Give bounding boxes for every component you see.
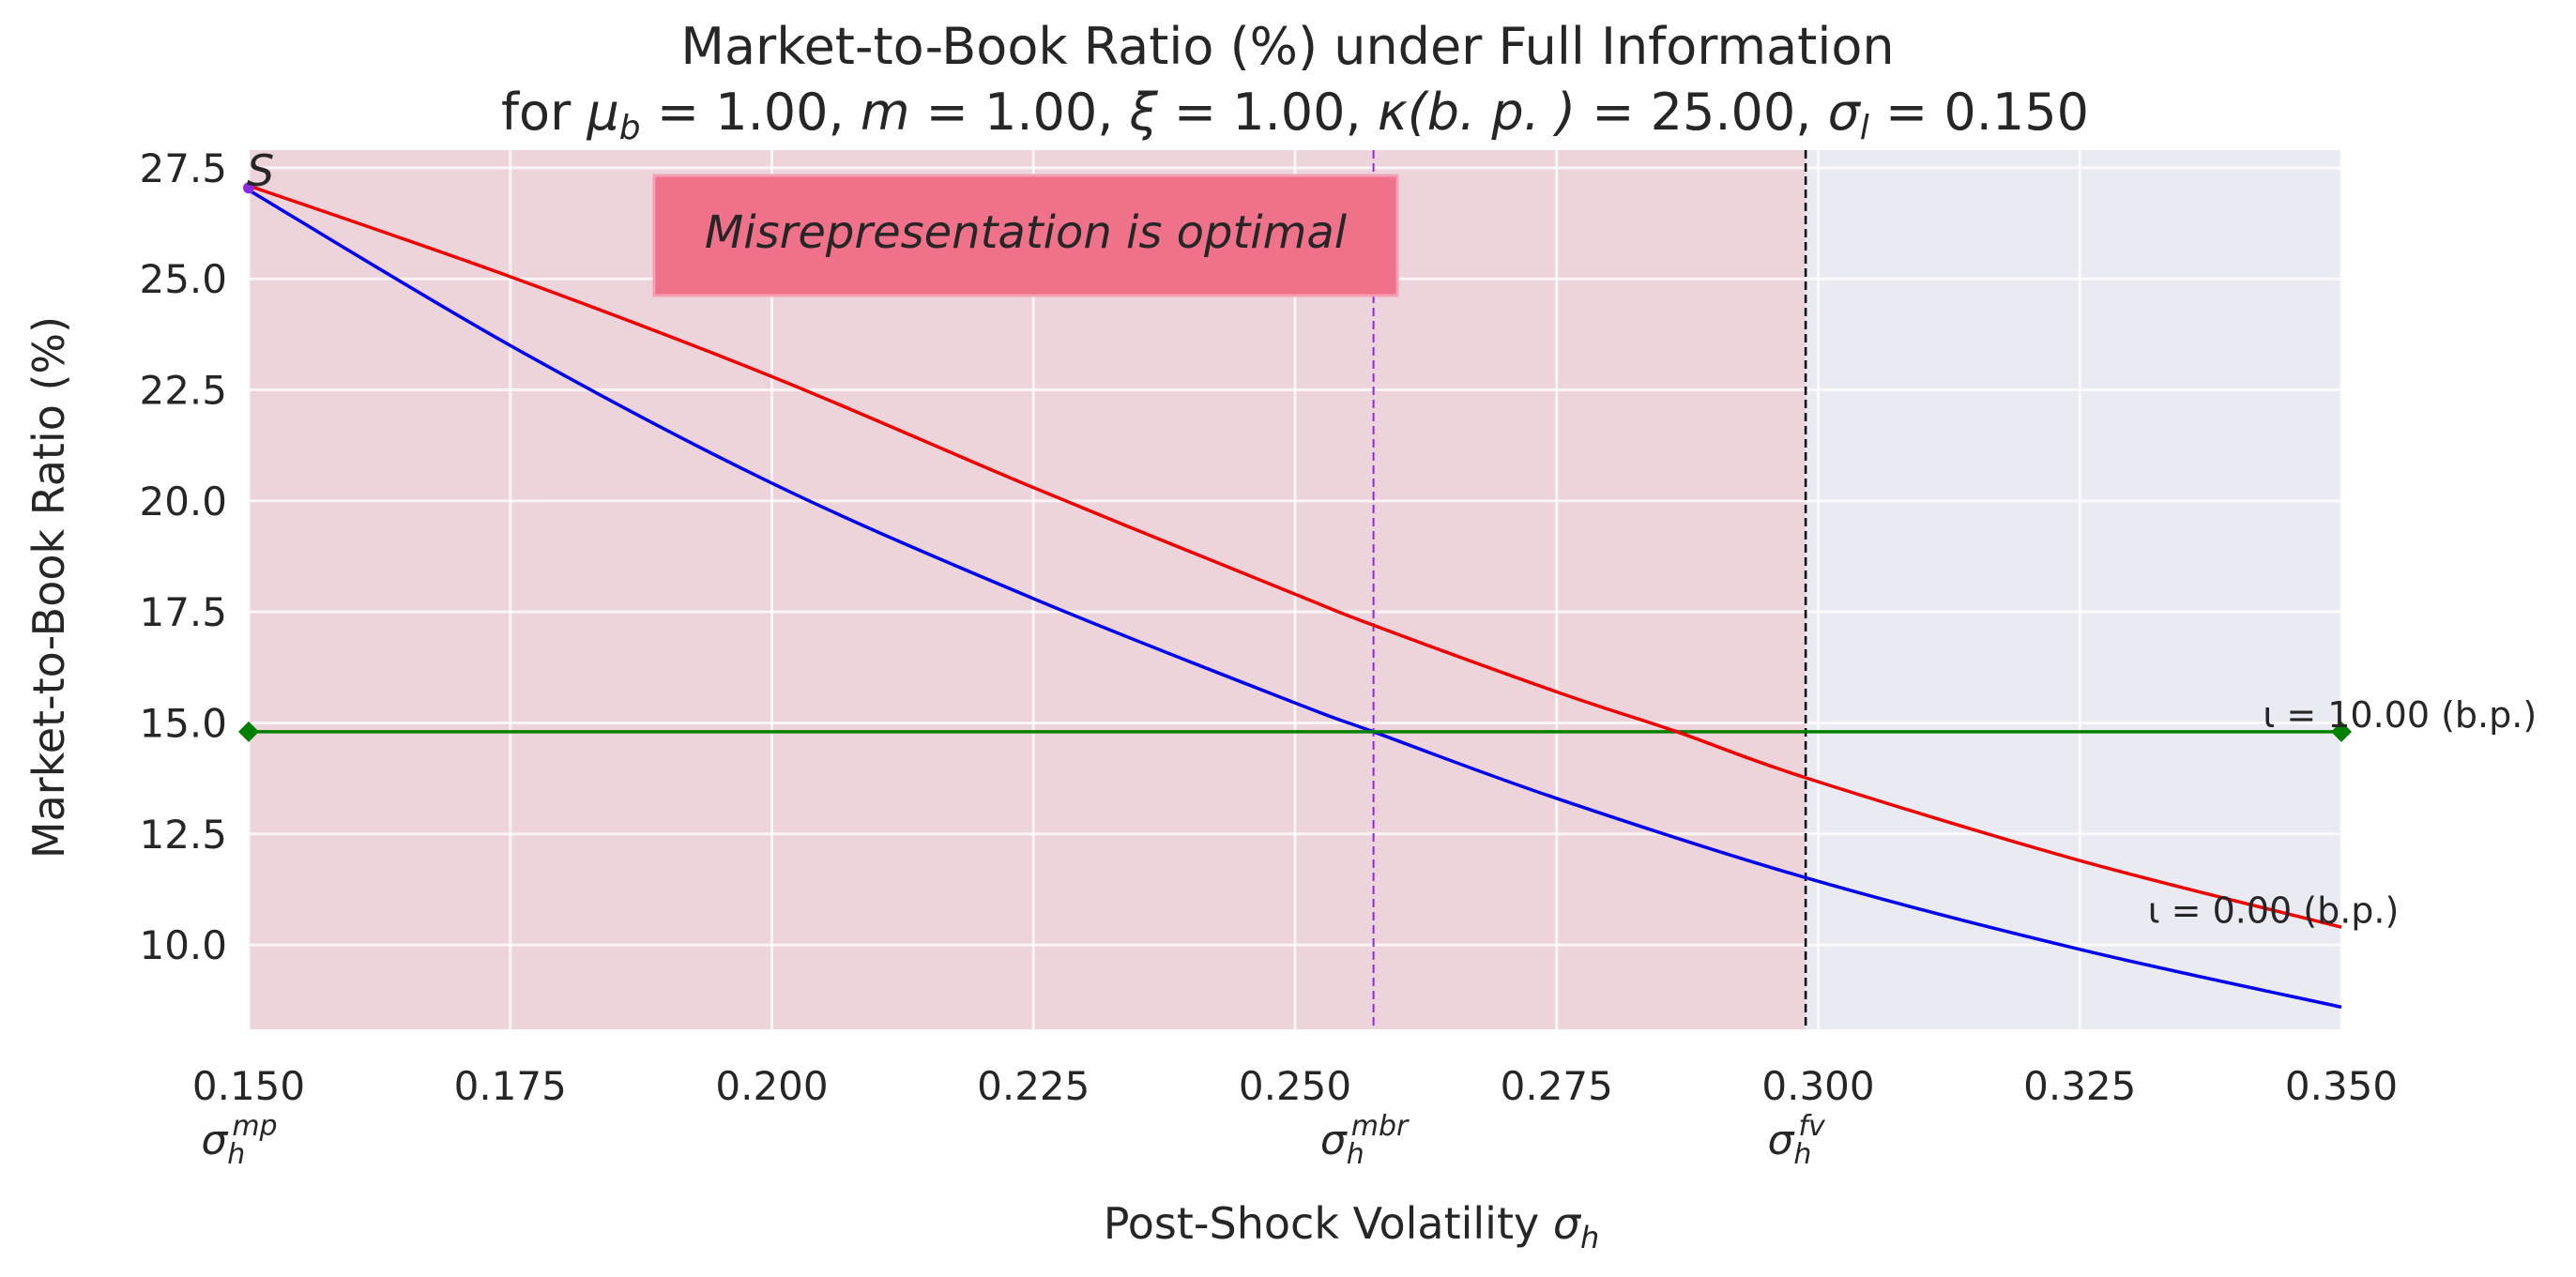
y-tick-label-5: 22.5 — [139, 368, 227, 414]
series-line-0 — [248, 189, 2342, 1010]
series-label-1: ι = 10.00 (b.p.) — [2263, 694, 2537, 736]
x-tick-label-4: 0.250 — [1239, 1063, 1351, 1109]
x-tick-label-7: 0.325 — [2023, 1063, 2136, 1109]
y-tick-label-3: 17.5 — [139, 589, 227, 635]
sigma-label-0: σhmp — [201, 1110, 277, 1171]
x-tick-label-8: 0.350 — [2285, 1063, 2398, 1109]
y-tick-label-2: 15.0 — [139, 700, 227, 746]
chart-subtitle: for μb = 1.00, m = 1.00, ξ = 1.00, κ(b. … — [501, 83, 2089, 147]
series-marker-0 — [238, 721, 259, 742]
x-tick-label-6: 0.300 — [1761, 1063, 1874, 1109]
x-axis-label: Post-Shock Volatility σh — [1104, 1198, 1600, 1255]
y-tick-label-0: 10.0 — [139, 922, 227, 968]
sigma-label-2: σhfv — [1768, 1110, 1826, 1171]
series-marker-1 — [2331, 721, 2352, 742]
y-axis-label: Market-to-Book Ratio (%) — [23, 316, 74, 859]
sigma-label-1: σhmbr — [1320, 1110, 1410, 1171]
region-1 — [1806, 150, 2341, 1029]
sigma-tick-labels: σhmp σhmbr σhfv — [201, 1110, 1826, 1171]
series-markers — [238, 182, 2352, 742]
start-point — [243, 182, 254, 194]
corner-label: S — [247, 145, 274, 196]
x-tick-label-2: 0.200 — [715, 1063, 828, 1109]
annotation-box — [652, 174, 1399, 297]
y-tick-labels: 10.0 12.5 15.0 17.5 20.0 22.5 25.0 27.5 — [139, 145, 227, 968]
x-tick-label-1: 0.175 — [454, 1063, 567, 1109]
y-tick-label-4: 20.0 — [139, 479, 227, 524]
series-label-0: ι = 0.00 (b.p.) — [2148, 889, 2400, 931]
chart-title: Market-to-Book Ratio (%) under Full Info… — [680, 17, 1894, 76]
x-tick-label-3: 0.225 — [977, 1063, 1090, 1109]
y-tick-label-6: 25.0 — [139, 256, 227, 302]
annotation-text: Misrepresentation is optimal — [705, 206, 1348, 259]
x-tick-label-0: 0.150 — [192, 1063, 305, 1109]
y-tick-label-1: 12.5 — [139, 812, 227, 858]
series-lines — [248, 184, 2342, 1010]
y-tick-label-7: 27.5 — [139, 145, 227, 191]
x-tick-labels: 0.150 0.175 0.200 0.225 0.250 0.275 0.300 0.325… — [192, 1063, 2398, 1109]
x-tick-label-5: 0.275 — [1501, 1063, 1613, 1109]
series-labels: ι = 0.00 (b.p.) ι = 10.00 (b.p.) — [2148, 694, 2537, 931]
series-line-2 — [248, 184, 2342, 929]
